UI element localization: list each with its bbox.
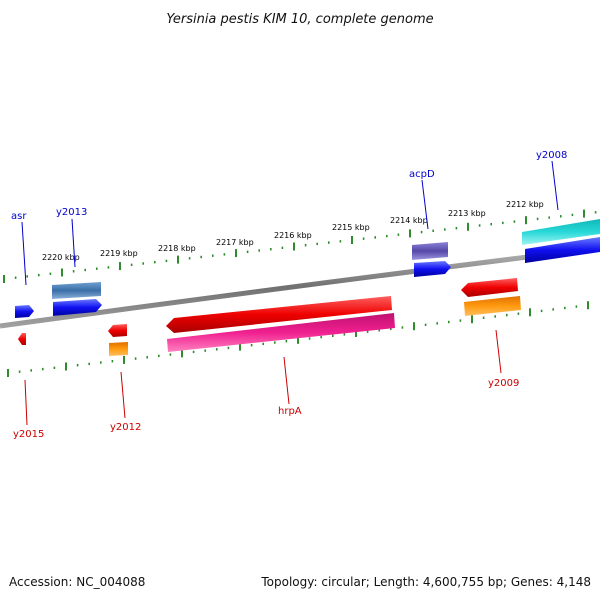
upper-tick-track xyxy=(3,209,597,283)
lower-tick-track xyxy=(7,301,589,377)
forward-leader-lines xyxy=(21,160,559,286)
genome-backbone xyxy=(0,245,600,329)
gene-label-asr: asr xyxy=(11,211,27,222)
map-title: Yersinia pestis KIM 10, complete genome xyxy=(166,12,433,27)
gene-label-y2012: y2012 xyxy=(110,422,141,433)
tick-label-2220: 2220 kbp xyxy=(42,253,80,262)
tick-label-2219: 2219 kbp xyxy=(100,249,138,258)
gene-acpD[interactable] xyxy=(412,242,451,277)
gene-y2015[interactable] xyxy=(18,333,26,345)
gene-hrpA[interactable] xyxy=(166,296,395,352)
tick-label-2213: 2213 kbp xyxy=(448,209,486,218)
gene-label-y2015: y2015 xyxy=(13,429,44,440)
gene-y2008[interactable] xyxy=(522,219,600,263)
reverse-leader-lines xyxy=(24,329,502,426)
tick-label-2218: 2218 kbp xyxy=(158,244,196,253)
tick-label-2215: 2215 kbp xyxy=(332,223,370,232)
tick-label-2212: 2212 kbp xyxy=(506,200,544,209)
gene-label-y2009: y2009 xyxy=(488,378,519,389)
gene-y2012[interactable] xyxy=(108,324,128,356)
tick-label-2214: 2214 kbp xyxy=(390,216,428,225)
tick-label-2217: 2217 kbp xyxy=(216,238,254,247)
genome-summary-text: Topology: circular; Length: 4,600,755 bp… xyxy=(260,575,591,589)
accession-text: Accession: NC_004088 xyxy=(9,575,145,589)
gene-y2013[interactable] xyxy=(52,282,102,316)
gene-y2009[interactable] xyxy=(461,278,521,316)
gene-label-y2008: y2008 xyxy=(536,150,567,161)
gene-asr[interactable] xyxy=(15,305,34,318)
gene-label-hrpA: hrpA xyxy=(278,406,302,417)
gene-label-acpD: acpD xyxy=(409,169,435,180)
tick-label-2216: 2216 kbp xyxy=(274,231,312,240)
gene-label-y2013: y2013 xyxy=(56,207,87,218)
